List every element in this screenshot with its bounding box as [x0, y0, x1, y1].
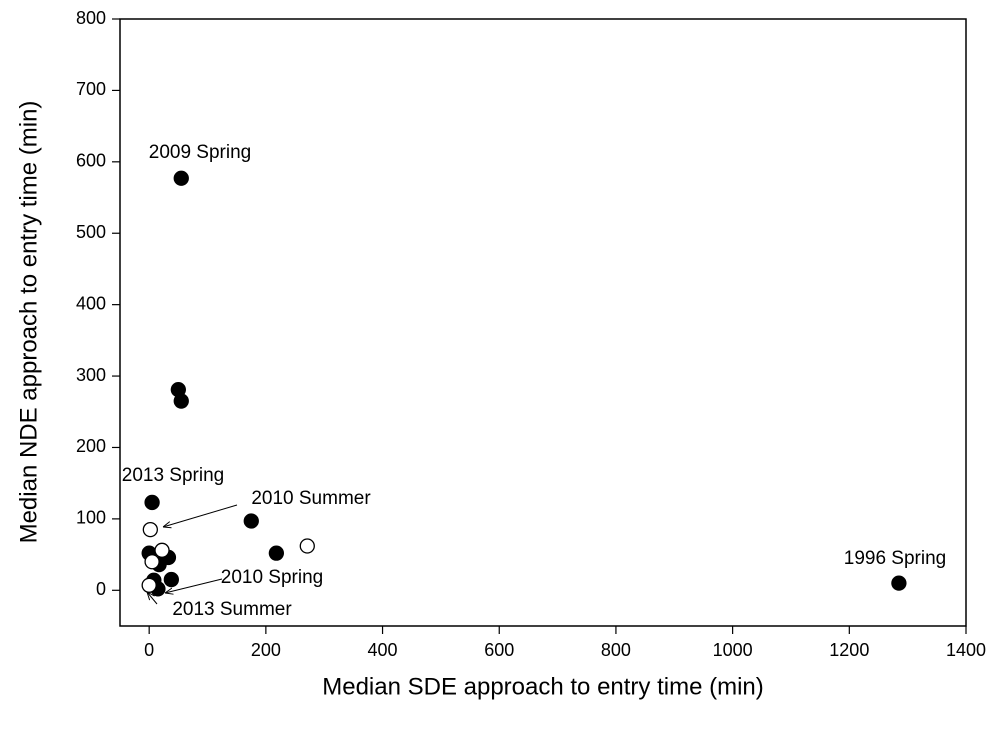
annotation: 1996 Spring: [844, 548, 946, 569]
scatter-point: [142, 521, 158, 538]
x-tick-label: 1400: [946, 640, 986, 660]
y-tick-label: 100: [76, 508, 106, 528]
scatter-point: [163, 571, 179, 588]
x-tick-label: 1200: [829, 640, 869, 660]
x-tick-label: 200: [251, 640, 281, 660]
scatter-point: [144, 554, 160, 570]
x-tick-label: 400: [368, 640, 398, 660]
y-tick-label: 0: [96, 579, 106, 599]
annotation: 2010 Spring: [221, 567, 323, 588]
x-tick-label: 800: [601, 640, 631, 660]
x-tick-label: 0: [144, 640, 154, 660]
y-tick-label: 800: [76, 8, 106, 28]
scatter-point: [299, 538, 315, 554]
y-tick-label: 700: [76, 79, 106, 99]
y-tick-label: 300: [76, 365, 106, 385]
annotation: 2013 Spring: [122, 465, 224, 486]
y-tick-label: 400: [76, 293, 106, 313]
annotation: 2009 Spring: [149, 142, 251, 163]
annotation-arrow: [165, 578, 223, 593]
x-tick-label: 1000: [713, 640, 753, 660]
x-tick-label: 600: [484, 640, 514, 660]
y-axis-label: Median NDE approach to entry time (min): [15, 101, 42, 544]
scatter-point: [144, 494, 160, 511]
scatter-point: [173, 393, 189, 409]
annotation-arrow: [163, 504, 238, 527]
y-tick-label: 200: [76, 436, 106, 456]
annotation: 2010 Summer: [251, 488, 371, 509]
scatter-point: [891, 575, 907, 591]
y-tick-label: 500: [76, 222, 106, 242]
scatter-point: [268, 545, 285, 561]
annotation: 2013 Summer: [172, 599, 292, 620]
scatter-point: [141, 577, 157, 593]
scatter-point: [154, 542, 170, 558]
scatter-point: [173, 170, 189, 186]
scatter-point: [243, 513, 259, 529]
y-tick-label: 600: [76, 151, 106, 171]
x-axis-label: Median SDE approach to entry time (min): [322, 673, 764, 700]
plot-frame: [119, 18, 967, 627]
annotation-arrow: [147, 592, 158, 605]
